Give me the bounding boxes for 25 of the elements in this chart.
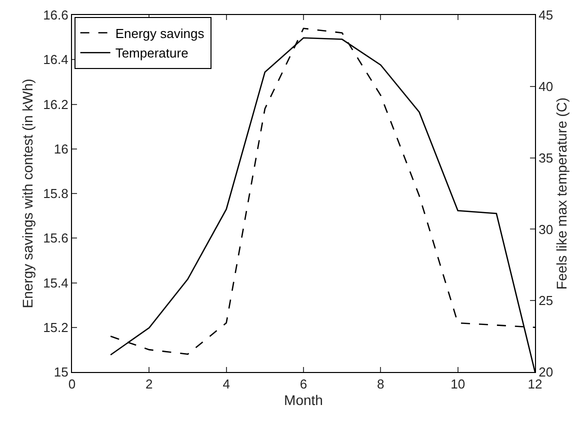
y-tick-label: 15.2	[43, 320, 68, 335]
x-tick-label: 6	[300, 376, 308, 392]
x-tick-label: 8	[377, 376, 384, 392]
x-tick-label: 10	[450, 376, 466, 392]
y2-tick-label: 35	[538, 150, 554, 166]
y-tick-label: 15.6	[43, 230, 68, 246]
legend-label: Energy savings	[115, 26, 205, 41]
legend-label: Temperature	[115, 46, 188, 61]
y-tick-label: 16.4	[43, 52, 68, 68]
y-tick-label: 16	[54, 141, 68, 156]
x-tick-label: 0	[68, 376, 76, 392]
x-tick-label: 4	[222, 376, 230, 392]
y-tick-label: 16.6	[43, 8, 68, 23]
y-tick-label: 15.8	[43, 186, 68, 202]
y-tick-label: 16.2	[43, 96, 68, 112]
y-tick-label: 15	[54, 364, 68, 380]
y2-tick-label: 30	[538, 222, 554, 237]
y-tick-label: 15.4	[43, 275, 68, 290]
y2-tick-label: 45	[538, 8, 554, 23]
y2-axis-title: Feels like max temperature (C)	[553, 97, 570, 290]
x-tick-label: 2	[146, 376, 153, 392]
y2-tick-label: 25	[538, 293, 554, 308]
y-axis-title: Energy savings with contest (in kWh)	[20, 78, 36, 308]
x-axis-title: Month	[284, 392, 323, 408]
y2-tick-label: 40	[538, 78, 554, 94]
